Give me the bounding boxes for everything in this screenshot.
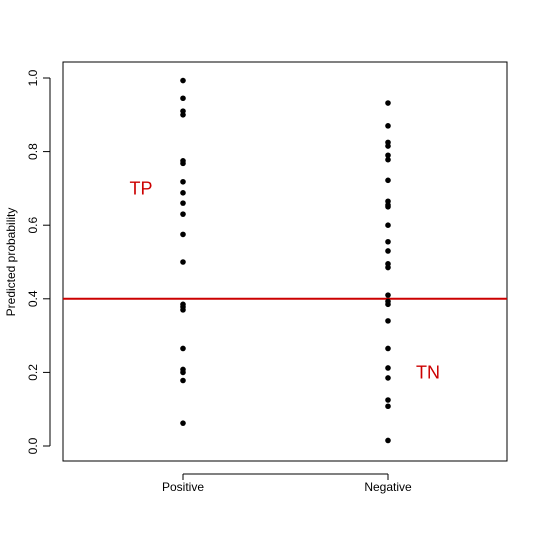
annotation-tp: TP bbox=[129, 178, 152, 198]
data-point-positive bbox=[180, 112, 186, 118]
y-axis: 0.0 0.2 0.4 0.6 0.8 1.0 bbox=[26, 69, 51, 454]
data-point-negative bbox=[385, 264, 391, 271]
y-tick-label: 0.6 bbox=[26, 217, 40, 234]
y-tick-label: 0.4 bbox=[26, 290, 40, 307]
x-tick-label-positive: Positive bbox=[162, 480, 204, 494]
y-tick-label: 0.2 bbox=[26, 364, 40, 381]
data-point-positive bbox=[180, 190, 186, 196]
data-point-negative bbox=[385, 345, 391, 352]
data-point-negative bbox=[385, 238, 391, 245]
data-point-positive bbox=[180, 77, 186, 84]
data-point-negative bbox=[385, 156, 391, 163]
y-axis-title: Predicted probability bbox=[4, 208, 18, 317]
data-point-negative bbox=[385, 318, 391, 324]
data-point-negative bbox=[385, 375, 391, 381]
data-point-negative bbox=[385, 292, 391, 298]
data-point-negative bbox=[385, 177, 391, 184]
y-tick-label: 1.0 bbox=[26, 69, 40, 86]
data-point-positive bbox=[180, 345, 186, 352]
data-point-positive bbox=[180, 95, 186, 102]
data-point-positive bbox=[180, 369, 186, 376]
data-point-positive bbox=[180, 231, 186, 238]
x-axis: Positive Negative bbox=[162, 473, 412, 494]
annotation-tn: TN bbox=[416, 362, 440, 382]
data-point-negative bbox=[385, 152, 391, 159]
data-point-negative bbox=[385, 100, 391, 106]
data-point-positive bbox=[180, 160, 186, 167]
data-points bbox=[180, 77, 391, 444]
y-tick-label: 0.8 bbox=[26, 143, 40, 160]
data-point-negative bbox=[385, 301, 391, 308]
data-point-positive bbox=[180, 307, 186, 313]
data-point-negative bbox=[385, 123, 391, 129]
data-point-negative bbox=[385, 248, 391, 254]
data-point-negative bbox=[385, 403, 391, 410]
data-point-positive bbox=[180, 420, 186, 426]
data-point-negative bbox=[385, 143, 391, 149]
data-point-positive bbox=[180, 211, 186, 217]
data-point-negative bbox=[385, 204, 391, 210]
data-point-positive bbox=[180, 259, 186, 265]
annotations: TP TN bbox=[129, 178, 440, 382]
plot-frame bbox=[62, 61, 508, 462]
data-point-negative bbox=[385, 222, 391, 228]
y-tick-label: 0.0 bbox=[26, 437, 40, 454]
data-point-positive bbox=[180, 178, 186, 185]
data-point-negative bbox=[385, 437, 391, 444]
data-point-negative bbox=[385, 397, 391, 403]
data-point-negative bbox=[385, 365, 391, 371]
data-point-positive bbox=[180, 200, 186, 206]
x-tick-label-negative: Negative bbox=[364, 480, 412, 494]
data-point-positive bbox=[180, 377, 186, 384]
